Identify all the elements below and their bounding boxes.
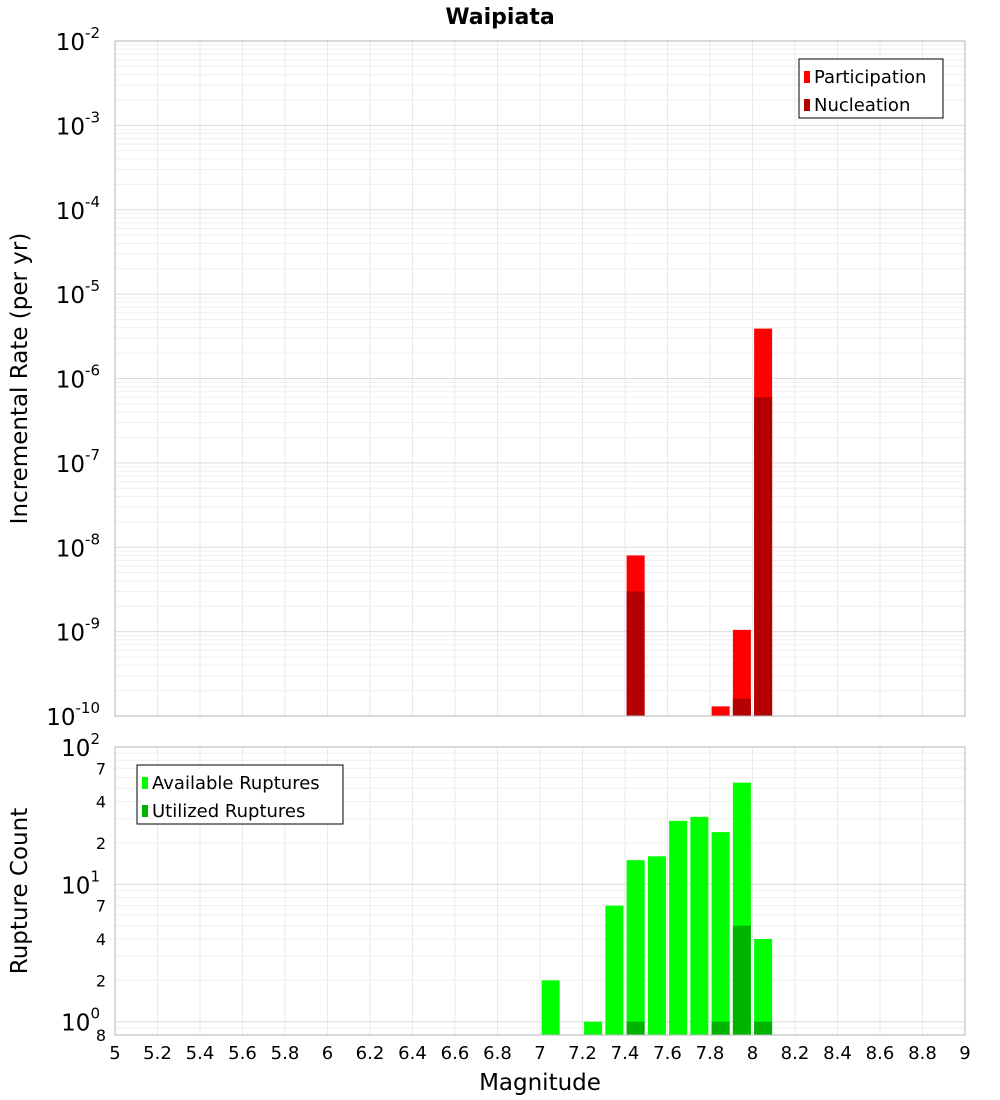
- x-tick-label: 7.4: [611, 1043, 640, 1064]
- y-tick-label: 10-4: [56, 193, 100, 225]
- bar-nucleation: [754, 397, 773, 716]
- x-tick-label: 6.2: [356, 1043, 385, 1064]
- x-tick-label: 6.8: [483, 1043, 512, 1064]
- y-tick-label: 10-7: [56, 446, 100, 478]
- y-minor-tick-label: 2: [96, 971, 106, 990]
- rate-panel: 10-10 10-9 10-8 10-7 10-6 10-5 10-4 10-3 10-2 Inc…: [7, 24, 966, 731]
- x-tick-label: 8.6: [866, 1043, 895, 1064]
- count-panel: 100 101 102 8 2 4 7 2 4 7 Rupture Count Available R…: [7, 730, 966, 1045]
- y-tick-label: 10-10: [46, 699, 100, 731]
- x-axis-label: Magnitude: [479, 1070, 601, 1096]
- x-tick-label: 5.8: [271, 1043, 300, 1064]
- y-tick-label: 102: [61, 730, 100, 762]
- bar-available-ruptures: [605, 905, 624, 1035]
- bar-utilized-ruptures: [626, 1021, 645, 1035]
- y-minor-tick-label: 7: [96, 759, 106, 778]
- bar-available-ruptures: [669, 820, 688, 1035]
- legend-swatch: [142, 805, 148, 817]
- y-minor-tick-label: 4: [96, 930, 106, 949]
- y-tick-label: 10-9: [56, 615, 100, 647]
- bar-utilized-ruptures: [754, 1021, 773, 1035]
- bar-nucleation: [732, 698, 751, 716]
- plot-frame: [114, 746, 966, 1036]
- legend-label: Nucleation: [814, 95, 910, 116]
- bar-available-ruptures: [690, 816, 709, 1035]
- y-minor-tick-label: 2: [96, 834, 106, 853]
- legend-label: Utilized Ruptures: [152, 801, 305, 822]
- y-tick-label: 10-3: [56, 108, 100, 140]
- y-axis-label: Rupture Count: [7, 808, 33, 974]
- bar-available-ruptures: [584, 1021, 603, 1035]
- y-minor-tick-label: 7: [96, 897, 106, 916]
- y-tick-label: 10-8: [56, 530, 100, 562]
- x-tick-label: 7.6: [653, 1043, 682, 1064]
- legend-box: [136, 764, 344, 825]
- x-axis: 5 5.2 5.4 5.6 5.8 6 6.2 6.4 6.6 6.8 7 7.2 7.4 7.6 7.8 8…: [109, 1043, 970, 1064]
- x-tick-label: 8.8: [908, 1043, 937, 1064]
- y-axis-label: Incremental Rate (per yr): [7, 233, 33, 525]
- legend-label: Participation: [814, 67, 926, 88]
- x-tick-label: 6.4: [398, 1043, 427, 1064]
- x-tick-label: 7.8: [696, 1043, 725, 1064]
- x-tick-label: 8.4: [823, 1043, 852, 1064]
- bar-participation: [711, 706, 730, 716]
- bar-nucleation: [626, 591, 645, 716]
- legend-swatch: [142, 777, 148, 789]
- x-tick-label: 5.2: [143, 1043, 172, 1064]
- x-tick-label: 9: [959, 1043, 970, 1064]
- y-tick-label: 10-5: [56, 277, 100, 309]
- legend-swatch: [804, 71, 810, 83]
- x-tick-label: 5.4: [186, 1043, 215, 1064]
- y-tick-label: 101: [61, 867, 100, 899]
- bar-participation: [732, 629, 751, 716]
- bar-available-ruptures: [754, 939, 773, 1035]
- x-tick-label: 6: [322, 1043, 333, 1064]
- x-tick-label: 7: [534, 1043, 545, 1064]
- x-tick-label: 5.6: [228, 1043, 257, 1064]
- bar-available-ruptures: [711, 832, 730, 1035]
- legend-label: Available Ruptures: [152, 773, 320, 794]
- bar-available-ruptures: [647, 856, 666, 1035]
- y-tick-label: 100: [61, 1005, 100, 1037]
- bar-available-ruptures: [541, 980, 560, 1035]
- bar-utilized-ruptures: [711, 1021, 730, 1035]
- bar-utilized-ruptures: [732, 925, 751, 1035]
- plot-frame: [114, 40, 966, 717]
- legend-box: [798, 58, 944, 119]
- legend-swatch: [804, 99, 810, 111]
- x-tick-label: 6.6: [441, 1043, 470, 1064]
- y-minor-tick-label: 8: [96, 1026, 106, 1045]
- x-tick-label: 5: [109, 1043, 120, 1064]
- x-tick-label: 8.2: [781, 1043, 810, 1064]
- y-minor-tick-label: 4: [96, 793, 106, 812]
- chart-title: Waipiata: [445, 5, 554, 30]
- y-tick-label: 10-2: [56, 24, 100, 56]
- x-tick-label: 8: [747, 1043, 758, 1064]
- y-tick-label: 10-6: [56, 362, 100, 394]
- x-tick-label: 7.2: [568, 1043, 597, 1064]
- bar-available-ruptures: [626, 860, 645, 1035]
